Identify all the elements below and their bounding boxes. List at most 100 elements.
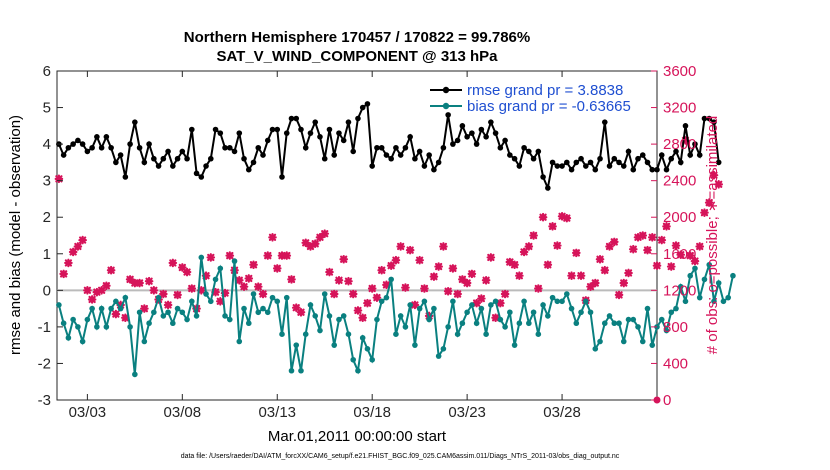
obs-marker [448,264,458,273]
bias-point [165,309,171,316]
rmse-point [597,155,603,162]
bias-point [568,305,575,312]
obs-marker-stroke [615,291,623,299]
obs-marker-stroke [544,261,552,269]
bias-point [393,331,399,338]
obs-marker [377,265,386,275]
bias-point [132,371,138,378]
obs-marker [163,300,173,310]
rmse-point [364,101,371,107]
obs-marker-stroke [216,297,224,305]
bias-point [658,316,665,323]
obs-marker [500,289,510,299]
bias-point [407,302,413,308]
legend: rmse grand pr = 3.8838 bias grand pr = -… [430,82,631,115]
obs-marker-stroke [321,230,329,238]
bias-point [212,276,219,283]
rmse-point [639,152,646,158]
rmse-point [127,141,133,147]
obs-marker-stroke [667,262,675,271]
rmse-point [226,144,233,151]
obs-marker [102,281,111,291]
rmse-point [264,137,271,144]
bias-point [725,294,732,301]
rmse-point [212,126,219,133]
obs-marker-stroke [639,231,647,240]
rmse-point [668,155,675,162]
rmse-point [231,148,238,155]
rmse-point [207,155,214,162]
rmse-point [416,148,423,155]
obs-marker-stroke [373,293,381,302]
bias-point [426,316,432,323]
bias-point [554,298,561,305]
rmse-point [696,152,703,158]
obs-marker [652,261,662,270]
bias-point [198,254,205,261]
rmse-point [431,166,437,173]
bias-point [701,276,708,283]
bias-point [459,320,466,327]
rmse-point [492,130,499,136]
x-tick-label: 03/13 [258,404,296,421]
obs-marker [671,241,681,250]
bias-point [255,309,262,316]
rmse-point [682,123,689,129]
rmse-point [359,104,366,111]
obs-marker-stroke [325,268,334,276]
rmse-point [507,152,513,158]
rmse-point [454,137,461,144]
rmse-point [155,163,162,169]
rmse-point [630,166,637,173]
rmse-point [592,166,599,173]
obs-marker [657,235,667,245]
bias-point [79,338,86,345]
rmse-point [450,141,456,147]
rmse-point [113,159,119,166]
bias-point [582,298,589,305]
obs-marker [638,231,648,240]
obs-marker-stroke [563,214,571,222]
bias-point [288,367,295,374]
rmse-point [236,130,243,136]
bias-point [113,298,119,305]
obs-marker-stroke [64,259,73,267]
obs-marker [524,242,534,251]
obs-marker-stroke [677,251,685,259]
bias-point [616,320,622,327]
obs-marker-stroke [207,253,215,262]
rmse-point [189,126,195,133]
rmse-point [222,144,228,151]
obs-marker [206,253,216,262]
bias-point [89,305,95,312]
obs-marker-stroke [510,261,519,269]
y-left-tick-label: -3 [38,392,51,409]
bias-point [217,265,224,272]
rmse-point [521,144,527,151]
obs-marker-stroke [430,272,438,281]
rmse-point [108,144,114,151]
obs-marker [605,242,614,251]
obs-marker-stroke [715,180,723,188]
obs-marker [534,284,543,293]
obs-marker-stroke [468,270,476,278]
legend-rmse-label: rmse grand pr = 3.8838 [467,82,623,99]
bias-point [478,305,485,312]
rmse-point [141,159,148,166]
rmse-point [587,159,594,166]
obs-marker [386,261,396,270]
rmse-point [298,126,304,133]
obs-marker-stroke [463,279,471,287]
obs-marker-stroke [534,284,542,293]
obs-marker-stroke [529,231,538,240]
obs-marker-stroke [354,306,362,315]
rmse-point [241,155,247,162]
rmse-point [374,144,380,151]
y-left-tick-label: 1 [43,246,51,263]
bias-point [431,305,437,312]
obs-marker-stroke [83,286,92,294]
series-layer [54,101,736,404]
obs-marker-stroke [610,238,618,246]
y-left-tick-label: 4 [43,136,51,153]
rmse-point [663,166,670,173]
